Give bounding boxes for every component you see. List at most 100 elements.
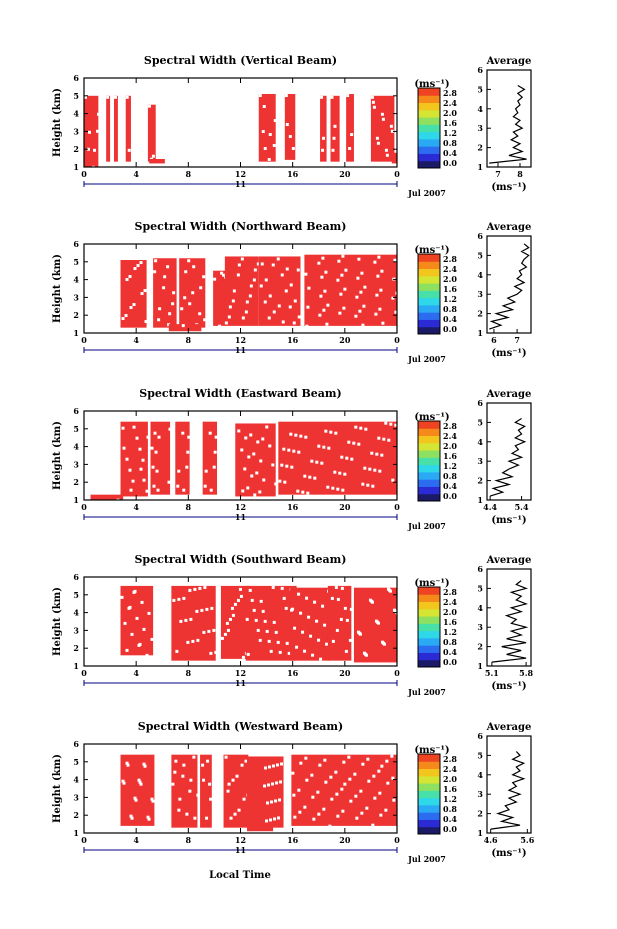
signal-gap xyxy=(382,642,386,646)
signal-gap xyxy=(280,762,284,766)
signal-gap xyxy=(229,816,233,820)
signal-gap xyxy=(121,779,125,783)
signal-gap xyxy=(318,763,322,767)
signal-gap xyxy=(310,773,314,777)
signal-gap xyxy=(380,112,384,116)
x-tick-label: 0 xyxy=(81,502,87,512)
signal-gap xyxy=(344,268,348,272)
signal-gap xyxy=(198,312,202,316)
average-y-tick-label: 2 xyxy=(477,309,483,319)
signal-gap xyxy=(370,451,374,455)
signal-gap xyxy=(135,436,139,440)
signal-gap xyxy=(240,448,244,452)
signal-gap xyxy=(225,621,229,625)
signal-gap xyxy=(379,813,383,817)
signal-block xyxy=(235,423,276,497)
x-tick-label: 4 xyxy=(133,502,139,512)
colorbar-segment xyxy=(418,804,440,813)
signal-gap xyxy=(259,284,263,288)
average-title: Average xyxy=(486,389,532,400)
signal-gap xyxy=(395,291,397,295)
colorbar-segment xyxy=(418,754,440,762)
signal-gap xyxy=(151,465,155,469)
signal-gap xyxy=(304,756,308,760)
signal-gap xyxy=(350,457,354,461)
signal-gap xyxy=(330,797,334,801)
x-tick-label: 4 xyxy=(133,835,139,845)
colorbar-unit: (ms⁻¹) xyxy=(414,79,449,90)
colorbar-tick-label: 0.0 xyxy=(443,657,457,667)
signal-gap xyxy=(272,764,276,768)
colorbar-tick-label: 1.2 xyxy=(443,794,457,804)
signal-gap xyxy=(192,755,196,759)
signal-gap xyxy=(188,588,192,592)
signal-gap xyxy=(202,778,206,782)
signal-gap xyxy=(355,295,359,299)
signal-gap xyxy=(305,778,309,782)
signal-gap xyxy=(209,651,213,655)
signal-gap xyxy=(138,642,142,646)
signal-gap xyxy=(181,774,185,778)
signal-gap xyxy=(88,130,91,134)
colorbar-segment xyxy=(418,124,440,133)
signal-gap xyxy=(271,782,275,786)
signal-gap xyxy=(389,422,393,426)
colorbar-tick-label: 2.4 xyxy=(443,431,457,441)
signal-gap xyxy=(203,585,207,589)
signal-gap xyxy=(311,795,315,799)
signal-gap xyxy=(284,94,288,98)
signal-gap xyxy=(373,796,377,800)
signal-gap xyxy=(231,778,235,782)
signal-gap xyxy=(292,793,296,797)
signal-gap xyxy=(306,491,310,495)
signal-gap xyxy=(280,273,284,277)
y-tick-label: 5 xyxy=(73,757,79,767)
signal-gap xyxy=(354,425,358,429)
y-tick-label: 5 xyxy=(73,257,79,267)
signal-gap xyxy=(240,763,244,767)
signal-gap xyxy=(268,294,272,298)
signal-gap xyxy=(329,430,333,434)
colorbar-segment xyxy=(418,645,440,653)
signal-gap xyxy=(273,119,277,123)
signal-gap xyxy=(299,434,303,438)
signal-gap xyxy=(220,271,224,275)
signal-gap xyxy=(263,619,267,623)
signal-gap xyxy=(236,273,240,277)
signal-gap xyxy=(238,587,242,591)
signal-gap xyxy=(371,823,375,827)
signal-gap xyxy=(303,805,307,809)
signal-gap xyxy=(167,480,171,484)
signal-gap xyxy=(209,488,213,492)
signal-gap xyxy=(213,277,217,281)
x-tick-label: 12 xyxy=(235,835,246,845)
average-y-tick-label: 5 xyxy=(477,250,483,260)
signal-gap xyxy=(336,278,340,282)
signal-gap xyxy=(282,596,286,600)
signal-gap xyxy=(374,312,378,316)
signal-gap xyxy=(297,315,301,319)
average-x-tick-label: 7 xyxy=(495,169,501,179)
signal-gap xyxy=(280,586,284,590)
signal-gap xyxy=(370,600,374,604)
signal-gap xyxy=(343,472,347,476)
signal-gap xyxy=(237,808,241,812)
x-tick-label: 20 xyxy=(339,335,351,345)
signal-gap xyxy=(228,617,232,621)
signal-gap xyxy=(299,611,303,615)
signal-gap xyxy=(293,299,297,303)
signal-gap xyxy=(256,262,260,266)
y-tick-label: 3 xyxy=(73,625,79,635)
signal-gap xyxy=(186,450,190,454)
signal-gap xyxy=(224,755,228,759)
signal-gap xyxy=(393,258,397,262)
x-tick-label: 0 xyxy=(81,169,87,179)
signal-gap xyxy=(157,318,161,322)
signal-gap xyxy=(254,618,258,622)
colorbar-tick-label: 2.4 xyxy=(443,264,457,274)
signal-gap xyxy=(372,774,376,778)
y-axis-label: Height (km) xyxy=(52,254,63,323)
signal-gap xyxy=(271,263,275,267)
signal-gap xyxy=(232,289,236,293)
signal-block xyxy=(175,421,190,495)
